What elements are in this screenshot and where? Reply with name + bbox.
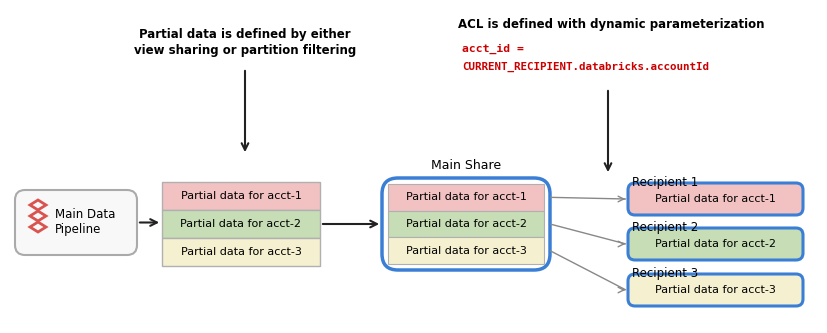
- Text: Partial data for acct-3: Partial data for acct-3: [655, 285, 776, 295]
- FancyBboxPatch shape: [382, 178, 550, 270]
- FancyBboxPatch shape: [162, 210, 320, 238]
- Text: Partial data is defined by either: Partial data is defined by either: [139, 28, 351, 41]
- Text: Partial data for acct-2: Partial data for acct-2: [405, 219, 527, 229]
- FancyBboxPatch shape: [628, 274, 803, 306]
- Text: ACL is defined with dynamic parameterization: ACL is defined with dynamic parameteriza…: [458, 18, 764, 31]
- Text: Partial data for acct-3: Partial data for acct-3: [180, 247, 301, 257]
- Text: Main Share: Main Share: [431, 159, 501, 172]
- Text: Partial data for acct-2: Partial data for acct-2: [655, 239, 776, 249]
- Text: acct_id =: acct_id =: [462, 44, 523, 54]
- FancyBboxPatch shape: [162, 238, 320, 266]
- Text: CURRENT_RECIPIENT.databricks.accountId: CURRENT_RECIPIENT.databricks.accountId: [462, 62, 709, 72]
- FancyBboxPatch shape: [15, 190, 137, 255]
- Text: Recipient 1: Recipient 1: [632, 176, 698, 189]
- Text: Main Data
Pipeline: Main Data Pipeline: [55, 208, 116, 236]
- Text: view sharing or partition filtering: view sharing or partition filtering: [134, 44, 356, 57]
- FancyBboxPatch shape: [388, 184, 544, 211]
- FancyBboxPatch shape: [628, 183, 803, 215]
- Text: Recipient 2: Recipient 2: [632, 221, 698, 234]
- Text: Partial data for acct-3: Partial data for acct-3: [405, 246, 527, 256]
- FancyBboxPatch shape: [162, 182, 320, 210]
- FancyBboxPatch shape: [628, 228, 803, 260]
- FancyBboxPatch shape: [388, 237, 544, 264]
- Text: Partial data for acct-1: Partial data for acct-1: [405, 192, 527, 202]
- Text: Partial data for acct-1: Partial data for acct-1: [180, 191, 301, 201]
- Text: Partial data for acct-2: Partial data for acct-2: [180, 219, 302, 229]
- Text: Partial data for acct-1: Partial data for acct-1: [655, 194, 776, 204]
- FancyBboxPatch shape: [388, 211, 544, 237]
- Text: Recipient 3: Recipient 3: [632, 267, 698, 280]
